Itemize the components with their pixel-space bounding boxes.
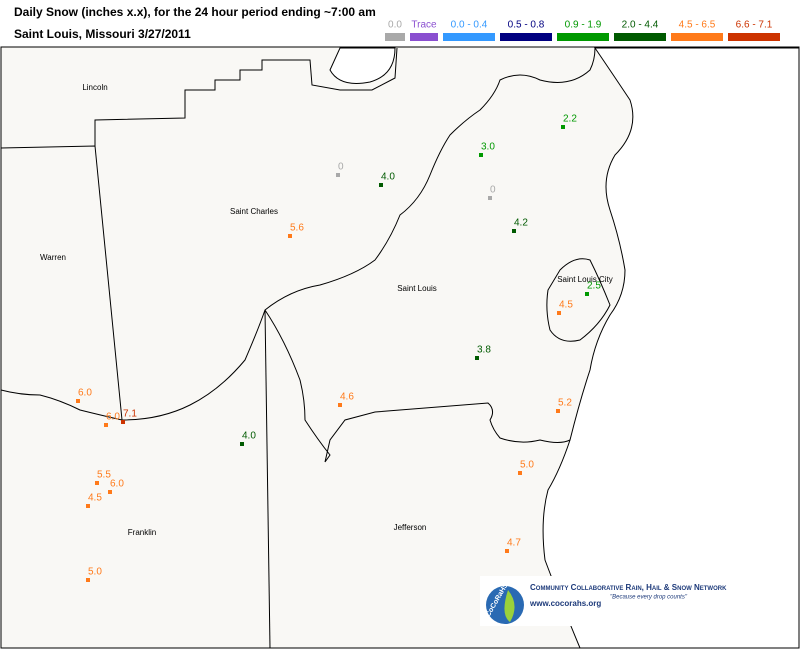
station-marker xyxy=(379,183,383,187)
station-marker xyxy=(479,153,483,157)
legend-label: Trace xyxy=(411,20,437,31)
station-value: 5.0 xyxy=(88,567,102,578)
logo: CoCoRaHS Community Collaborative Rain, H… xyxy=(480,576,780,626)
legend-swatch xyxy=(443,33,495,41)
county-label: Franklin xyxy=(128,528,156,537)
county-border xyxy=(94,47,398,146)
station-marker xyxy=(108,490,112,494)
station-value: 6.0 xyxy=(110,479,124,490)
legend-swatch xyxy=(410,33,438,41)
county-labels: Lincoln Saint Charles Warren Saint Louis Sai… xyxy=(40,83,613,537)
station-value: 3.0 xyxy=(481,142,495,153)
station-marker xyxy=(557,311,561,315)
station-value: 7.1 xyxy=(123,409,137,420)
station-marker xyxy=(512,229,516,233)
station-marker xyxy=(556,409,560,413)
station-value: 5.0 xyxy=(520,460,534,471)
legend-label: 2.0 - 4.4 xyxy=(622,20,659,31)
station-value: 2.2 xyxy=(563,114,577,125)
station-value: 5.2 xyxy=(558,398,572,409)
legend-swatch xyxy=(728,33,780,41)
legend-label: 0.9 - 1.9 xyxy=(565,20,602,31)
river-area xyxy=(329,47,396,84)
county-border xyxy=(264,309,571,463)
station-marker xyxy=(338,403,342,407)
legend-swatch xyxy=(671,33,723,41)
station-value: 5.6 xyxy=(290,223,304,234)
legend-swatch xyxy=(500,33,552,41)
station-marker xyxy=(104,423,108,427)
legend-label: 4.5 - 6.5 xyxy=(679,20,716,31)
station-value: 2.5 xyxy=(587,281,601,292)
map-lines xyxy=(0,47,800,649)
station-value: 6.0 xyxy=(106,412,120,423)
county-label: Warren xyxy=(40,253,66,262)
station-value: 0 xyxy=(490,185,496,196)
station-value: 3.8 xyxy=(477,345,491,356)
station-marker xyxy=(505,549,509,553)
city-border xyxy=(546,258,611,342)
station-marker xyxy=(86,578,90,582)
station-value: 0 xyxy=(338,162,344,173)
station-value: 4.5 xyxy=(88,493,102,504)
title: Daily Snow (inches x.x), for the 24 hour… xyxy=(14,5,376,19)
logo-url: www.cocorahs.org xyxy=(529,599,601,608)
station-value: 4.7 xyxy=(507,538,521,549)
station-marker xyxy=(488,196,492,200)
station-marker xyxy=(95,481,99,485)
county-label: Saint Louis City xyxy=(557,275,613,284)
county-label: Jefferson xyxy=(394,523,427,532)
logo-box xyxy=(480,576,780,626)
mississippi xyxy=(542,47,800,649)
county-label: Saint Charles xyxy=(230,207,278,216)
station-marker xyxy=(585,292,589,296)
legend-label: 0.5 - 0.8 xyxy=(508,20,545,31)
stations: 04.03.02.204.25.64.52.53.84.65.26.06.0 7.… xyxy=(76,114,601,582)
station-value: 4.6 xyxy=(340,392,354,403)
county-label: Lincoln xyxy=(82,83,107,92)
station-marker xyxy=(475,356,479,360)
station-value: 4.2 xyxy=(514,218,528,229)
logo-title: Community Collaborative Rain, Hail & Sno… xyxy=(530,583,727,592)
station-marker xyxy=(288,234,292,238)
subtitle: Saint Louis, Missouri 3/27/2011 xyxy=(14,27,191,41)
station-value: 4.0 xyxy=(381,172,395,183)
legend-swatch xyxy=(614,33,666,41)
missouri-river xyxy=(121,47,596,421)
county-border xyxy=(0,389,123,421)
legend-swatch xyxy=(385,33,405,41)
logo-drop xyxy=(504,590,515,622)
legend: 0.0 Trace 0.0 - 0.4 0.5 - 0.8 0.9 - 1.9 2.0 -… xyxy=(385,20,780,41)
station-value: 4.0 xyxy=(242,431,256,442)
station-marker xyxy=(86,504,90,508)
legend-label: 6.6 - 7.1 xyxy=(736,20,773,31)
legend-swatch xyxy=(557,33,609,41)
county-border xyxy=(264,309,271,649)
station-marker xyxy=(336,173,340,177)
county-label: Saint Louis xyxy=(397,284,437,293)
legend-label: 0.0 xyxy=(388,20,402,31)
station-marker xyxy=(518,471,522,475)
logo-motto: "Because every drop counts" xyxy=(610,595,688,601)
station-value: 4.5 xyxy=(559,300,573,311)
station-value: 6.0 xyxy=(78,388,92,399)
station-marker xyxy=(121,420,125,424)
station-marker xyxy=(240,442,244,446)
legend-label: 0.0 - 0.4 xyxy=(451,20,488,31)
station-marker xyxy=(561,125,565,129)
station-marker xyxy=(76,399,80,403)
station-value: 5.5 xyxy=(97,470,111,481)
